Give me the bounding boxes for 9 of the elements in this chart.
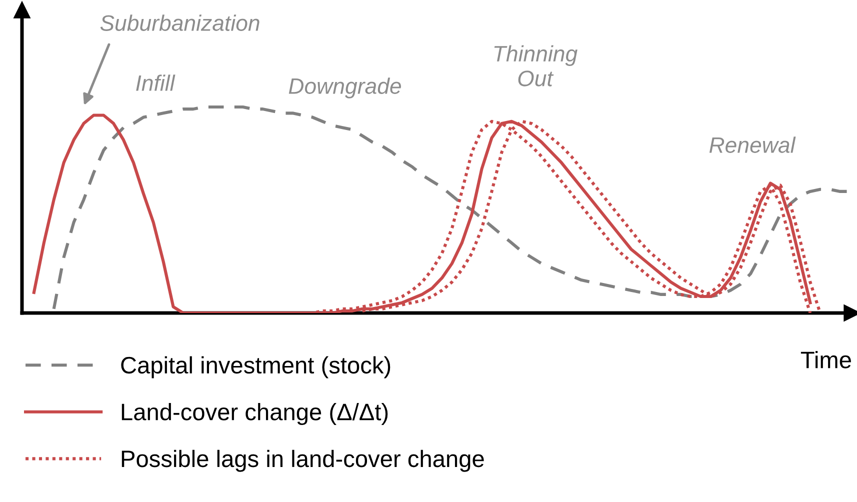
legend-label: Possible lags in land-cover change (122, 450, 484, 472)
text: Downgrade (288, 78, 402, 98)
annotation: Renewal (709, 136, 796, 153)
text: Suburbanization (100, 14, 260, 31)
legend-label: Capital investment (stock) (121, 356, 390, 378)
legend-label: Land-cover change (Δ/Δt) (122, 403, 388, 426)
text: Infill (136, 74, 176, 91)
text: Thinning Out (494, 45, 578, 86)
x-axis-title: Time (800, 350, 851, 368)
